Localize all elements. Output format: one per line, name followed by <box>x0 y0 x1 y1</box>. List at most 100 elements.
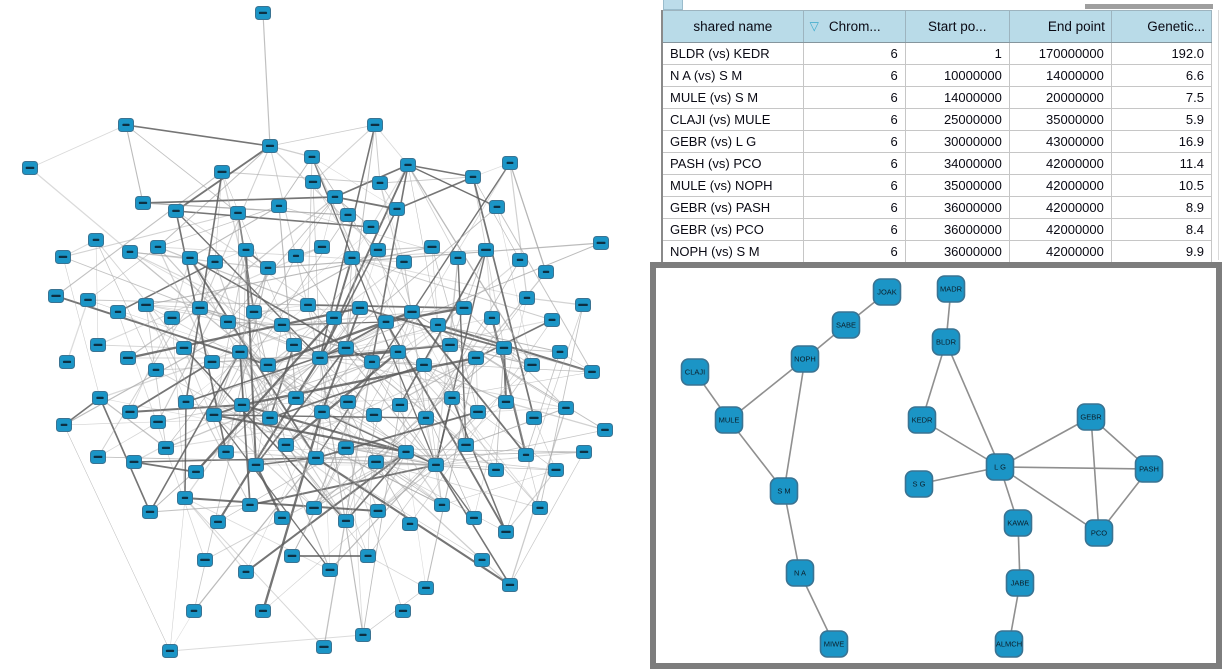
network-node[interactable] <box>450 251 466 265</box>
network-node[interactable] <box>168 204 184 218</box>
network-node[interactable] <box>314 405 330 419</box>
cell-value[interactable]: 1 <box>904 42 1010 65</box>
subnetwork-node-kedr[interactable]: KEDR <box>907 406 937 434</box>
network-edge[interactable] <box>62 256 101 399</box>
network-edge[interactable] <box>397 319 553 353</box>
network-edge[interactable] <box>149 357 321 513</box>
network-edge[interactable] <box>323 361 373 648</box>
network-edge[interactable] <box>319 307 361 359</box>
network-edge[interactable] <box>227 196 336 323</box>
filter-icon[interactable]: ▽ <box>809 19 819 33</box>
network-node[interactable] <box>230 206 246 220</box>
network-node[interactable] <box>338 514 354 528</box>
network-edge[interactable] <box>370 164 409 228</box>
network-edge[interactable] <box>385 321 507 533</box>
network-edge[interactable] <box>267 317 493 366</box>
network-edge[interactable] <box>319 206 498 359</box>
network-edge[interactable] <box>29 124 127 169</box>
subnetwork-node-jabe[interactable]: JABE <box>1005 569 1035 597</box>
network-node[interactable] <box>238 565 254 579</box>
network-node[interactable] <box>260 358 276 372</box>
network-node[interactable] <box>327 190 343 204</box>
network-edge[interactable] <box>125 124 271 147</box>
network-edge[interactable] <box>213 267 269 416</box>
network-edge[interactable] <box>253 304 309 313</box>
network-edge[interactable] <box>129 251 323 413</box>
cell-value[interactable]: 35000000 <box>904 174 1010 197</box>
network-node[interactable] <box>262 411 278 425</box>
network-edge[interactable] <box>375 461 483 561</box>
scrollbar-thumb-fragment[interactable] <box>1085 4 1213 9</box>
network-node[interactable] <box>246 305 262 319</box>
network-edge[interactable] <box>245 411 323 573</box>
network-edge[interactable] <box>221 171 255 313</box>
network-node[interactable] <box>90 450 106 464</box>
network-edge[interactable] <box>315 451 585 459</box>
subnetwork-node-bldr[interactable]: BLDR <box>931 328 961 356</box>
network-node[interactable] <box>262 139 278 153</box>
network-edge[interactable] <box>375 461 541 509</box>
network-edge[interactable] <box>254 463 284 520</box>
column-header-chrom[interactable]: ▽ Chrom... <box>802 10 906 43</box>
network-node[interactable] <box>122 245 138 259</box>
network-node[interactable] <box>90 338 106 352</box>
network-edge[interactable] <box>319 357 364 636</box>
network-node[interactable] <box>389 202 405 216</box>
network-node[interactable] <box>498 395 514 409</box>
network-edge[interactable] <box>255 324 283 466</box>
cell-value[interactable]: 6 <box>802 196 906 219</box>
network-node[interactable] <box>288 391 304 405</box>
network-node[interactable] <box>418 581 434 595</box>
network-node[interactable] <box>138 298 154 312</box>
network-node[interactable] <box>352 301 368 315</box>
network-edge[interactable] <box>183 347 315 509</box>
network-edge[interactable] <box>311 156 387 323</box>
network-node[interactable] <box>468 351 484 365</box>
network-node[interactable] <box>489 200 505 214</box>
network-node[interactable] <box>234 398 250 412</box>
network-node[interactable] <box>402 517 418 531</box>
network-edge[interactable] <box>496 206 533 366</box>
cell-value[interactable]: 42000000 <box>1008 152 1112 175</box>
network-edge[interactable] <box>285 321 387 446</box>
network-node[interactable] <box>207 255 223 269</box>
network-node[interactable] <box>186 604 202 618</box>
network-node[interactable] <box>255 604 271 618</box>
network-edge[interactable] <box>133 457 317 463</box>
network-edge[interactable] <box>212 413 408 454</box>
network-edge[interactable] <box>312 181 321 359</box>
network-edge[interactable] <box>169 497 186 652</box>
network-edge[interactable] <box>359 249 379 309</box>
network-edge[interactable] <box>245 249 257 466</box>
subnetwork-edge-lg-gebr[interactable] <box>999 416 1092 468</box>
network-edge[interactable] <box>129 251 269 269</box>
cell-value[interactable]: 34000000 <box>904 152 1010 175</box>
cell-value[interactable]: 9.9 <box>1110 240 1213 263</box>
network-node[interactable] <box>255 6 271 20</box>
network-node[interactable] <box>88 233 104 247</box>
network-edge[interactable] <box>145 304 187 403</box>
network-node[interactable] <box>118 118 134 132</box>
table-row[interactable]: GEBR (vs) PASH 6 36000000 42000000 8.9 <box>661 196 1213 219</box>
network-edge[interactable] <box>125 124 144 204</box>
network-edge[interactable] <box>125 124 239 214</box>
network-edge[interactable] <box>407 164 533 366</box>
network-node[interactable] <box>306 501 322 515</box>
network-node[interactable] <box>392 398 408 412</box>
cell-value[interactable]: 11.4 <box>1110 152 1213 175</box>
table-row[interactable]: CLAJI (vs) MULE 6 25000000 35000000 5.9 <box>661 108 1213 131</box>
network-edge[interactable] <box>237 212 241 353</box>
network-edge[interactable] <box>149 351 241 513</box>
network-edge[interactable] <box>269 124 376 147</box>
network-node[interactable] <box>59 355 75 369</box>
subnetwork-edge-noph-sm[interactable] <box>783 358 806 492</box>
network-node[interactable] <box>192 301 208 315</box>
network-edge[interactable] <box>95 239 99 346</box>
network-node[interactable] <box>360 549 376 563</box>
subnetwork-node-madr[interactable]: MADR <box>936 275 966 303</box>
network-edge[interactable] <box>253 311 287 446</box>
network-node[interactable] <box>532 501 548 515</box>
network-node[interactable] <box>456 301 472 315</box>
network-edge[interactable] <box>371 361 425 366</box>
network-edge[interactable] <box>375 417 427 463</box>
